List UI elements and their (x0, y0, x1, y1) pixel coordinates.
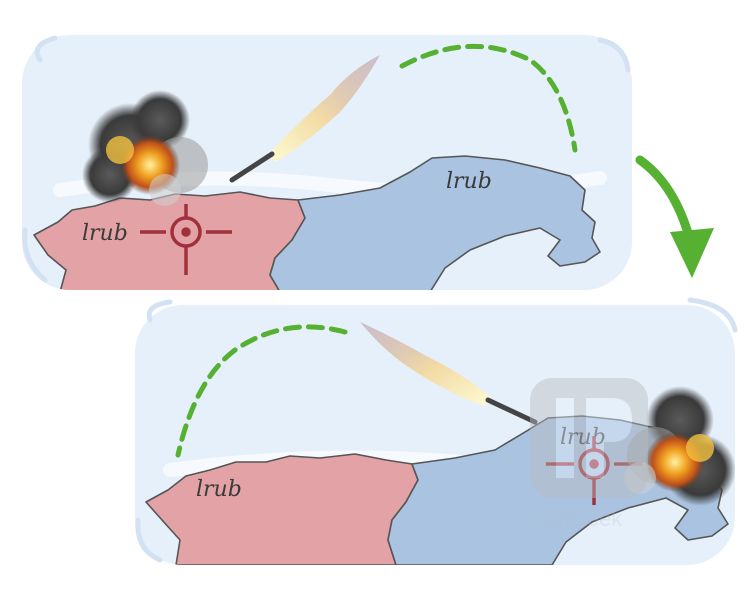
top-panel-frame-stroke (22, 35, 631, 283)
watermark-text: LanGeek (533, 506, 623, 531)
top-panel: lrub lrub (22, 35, 632, 290)
attacker-country-label-top: lrub (82, 221, 128, 246)
bottom-panel-frame-stroke (135, 297, 738, 563)
bottom-panel: lrub lrub (135, 297, 738, 565)
target-country-label-bottom: lrub (560, 425, 606, 450)
missile-trajectory-arc (399, 43, 578, 153)
crosshair-icon (546, 436, 642, 505)
missile-trajectory-arc (175, 324, 348, 458)
explosion-icon (624, 386, 735, 506)
curved-arrow-icon (635, 155, 714, 278)
attacker-country-bottom (145, 453, 419, 565)
explosion-icon (82, 90, 208, 206)
missile-icon (360, 322, 538, 425)
attacker-country-label-bottom: lrub (196, 477, 242, 502)
missile-icon (229, 55, 380, 183)
crosshair-icon (140, 204, 232, 275)
target-country-label-top: lrub (446, 169, 492, 194)
missile-trail (268, 55, 380, 162)
attacker-country-top (33, 191, 306, 290)
target-country-top (269, 155, 601, 290)
missile-trail (360, 322, 492, 406)
langeek-logo-icon (530, 378, 648, 498)
watermark: LanGeek (530, 378, 648, 531)
